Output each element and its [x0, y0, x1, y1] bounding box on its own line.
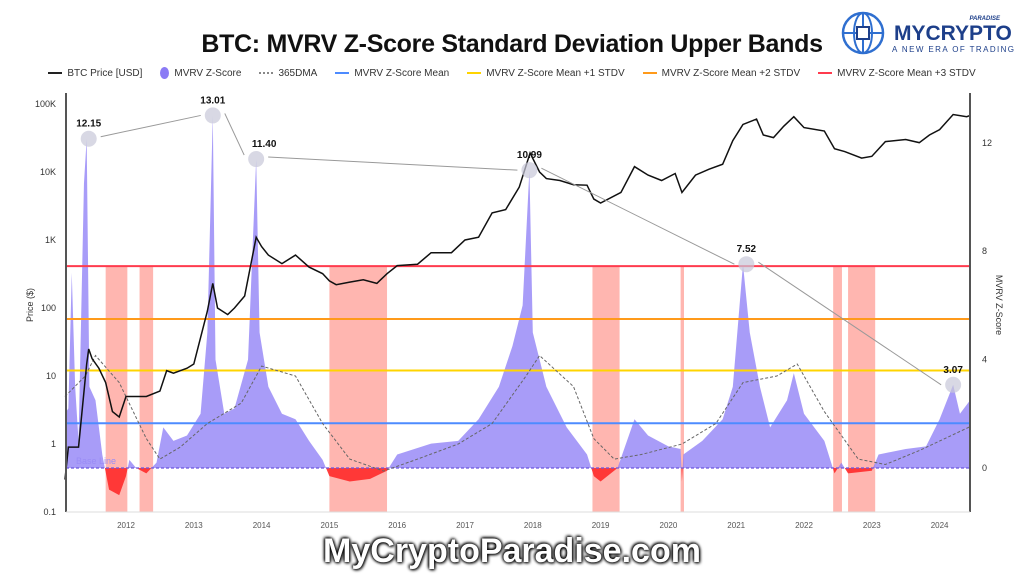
logo: PARADISE MYCRYPTO A NEW ERA OF TRADING: [840, 10, 1020, 56]
peak-marker: [521, 162, 538, 179]
legend-price: BTC Price [USD]: [48, 67, 142, 79]
peak-label: 11.40: [252, 139, 277, 150]
peak-arrow: [758, 261, 942, 386]
svg-text:A NEW ERA OF TRADING: A NEW ERA OF TRADING: [892, 45, 1015, 54]
x-tick: 2015: [321, 521, 339, 530]
x-tick: 2021: [727, 521, 745, 530]
chart-title: BTC: MVRV Z-Score Standard Deviation Upp…: [201, 30, 823, 58]
y-right-label: MVRV Z-Score: [994, 275, 1004, 335]
y-left-tick: 0.1: [43, 507, 56, 517]
peak-arrow: [100, 114, 201, 138]
x-tick: 2016: [388, 521, 406, 530]
y-left-tick: 1: [51, 439, 56, 449]
x-tick: 2019: [592, 521, 610, 530]
svg-text:PARADISE: PARADISE: [969, 16, 1001, 22]
y-right-tick: 4: [982, 355, 987, 365]
peak-marker: [204, 107, 221, 124]
x-tick: 2020: [660, 521, 678, 530]
y-left-tick: 10K: [40, 167, 56, 177]
legend-plus3: MVRV Z-Score Mean +3 STDV: [818, 67, 976, 79]
x-tick: 2017: [456, 521, 474, 530]
peak-marker: [80, 130, 97, 147]
x-tick: 2023: [863, 521, 881, 530]
globe-icon: PARADISE MYCRYPTO A NEW ERA OF TRADING: [841, 11, 1015, 55]
legend-zscore: MVRV Z-Score: [160, 67, 241, 79]
legend: BTC Price [USD] MVRV Z-Score 365DMA MVRV…: [0, 67, 1024, 79]
peak-label: 3.07: [943, 365, 963, 376]
undervalued-shade: [592, 266, 620, 512]
baseline-label: Base Line: [76, 456, 116, 466]
peak-marker: [248, 151, 265, 168]
x-tick: 2013: [185, 521, 203, 530]
peak-label: 13.01: [200, 95, 225, 106]
y-right-tick: 12: [982, 138, 992, 148]
undervalued-shade: [833, 266, 842, 512]
dma365-line: [64, 354, 971, 472]
svg-text:MYCRYPTO: MYCRYPTO: [894, 22, 1012, 45]
zscore-area: [66, 115, 970, 468]
peak-label: 7.52: [737, 244, 757, 255]
peak-marker: [945, 376, 962, 393]
y-left-tick: 10: [46, 371, 56, 381]
legend-365dma: 365DMA: [259, 67, 317, 79]
undervalued-shade: [105, 266, 128, 512]
x-tick: 2012: [117, 521, 135, 530]
peak-marker: [738, 256, 755, 273]
legend-plus2: MVRV Z-Score Mean +2 STDV: [642, 67, 800, 79]
undervalued-shade: [848, 266, 876, 512]
peak-arrow: [268, 156, 518, 171]
y-right-tick: 0: [982, 463, 987, 473]
legend-plus1: MVRV Z-Score Mean +1 STDV: [467, 67, 625, 79]
peak-arrow: [541, 167, 735, 265]
x-tick: 2018: [524, 521, 542, 530]
undervalued-shade: [139, 266, 154, 512]
undervalued-shade: [329, 266, 388, 512]
peak-label: 12.15: [76, 119, 101, 130]
price-line: [64, 113, 971, 480]
y-left-tick: 100: [41, 303, 56, 313]
peak-label: 10.99: [517, 150, 542, 161]
y-left-tick: 100K: [35, 99, 56, 109]
zscore-negative-area: [66, 468, 970, 496]
y-left-tick: 1K: [45, 235, 56, 245]
x-tick: 2024: [931, 521, 949, 530]
peak-arrow: [224, 113, 245, 156]
y-left-label: Price ($): [25, 288, 35, 322]
y-right-tick: 8: [982, 246, 987, 256]
undervalued-shade: [680, 266, 684, 512]
x-tick: 2014: [253, 521, 271, 530]
x-tick: 2022: [795, 521, 813, 530]
watermark: MyCryptoParadise.com: [323, 532, 701, 570]
legend-mean: MVRV Z-Score Mean: [335, 67, 449, 79]
